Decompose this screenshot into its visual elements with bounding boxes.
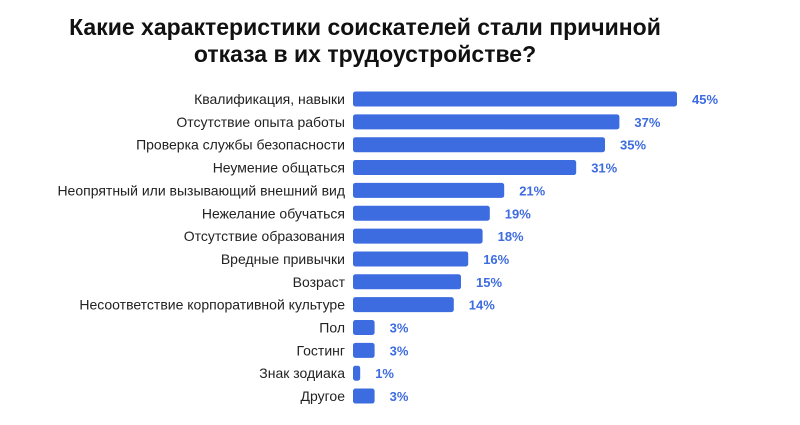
bar-row: Неопрятный или вызывающий внешний вид 21% (57, 182, 545, 198)
category-label: Неопрятный или вызывающий внешний вид (57, 182, 345, 198)
data-label: 3% (390, 343, 409, 358)
bar (353, 342, 375, 358)
category-label: Возраст (293, 274, 346, 290)
bar (353, 274, 461, 290)
bar-row: Несоответствие корпоративной культуре 14% (79, 297, 495, 313)
category-label: Другое (301, 388, 346, 404)
bar (353, 114, 620, 130)
category-label: Несоответствие корпоративной культуре (79, 297, 345, 313)
data-label: 45% (692, 92, 718, 107)
bar-row: Возраст 15% (293, 274, 503, 290)
category-label: Вредные привычки (221, 251, 345, 267)
bar-row: Проверка службы безопасности 35% (136, 137, 646, 153)
bar (353, 365, 361, 381)
bar (353, 228, 483, 244)
bar (353, 91, 677, 107)
bar-row: Другое 3% (301, 388, 409, 404)
category-label: Неумение общаться (213, 160, 345, 176)
data-label: 37% (634, 115, 660, 130)
bar-row: Отсутствие опыта работы 37% (176, 114, 661, 130)
data-label: 21% (519, 183, 545, 198)
bar (353, 160, 577, 176)
bar (353, 251, 469, 267)
bar (353, 137, 605, 153)
category-label: Знак зодиака (259, 365, 345, 381)
data-label: 19% (505, 206, 531, 221)
category-label: Отсутствие образования (184, 228, 345, 244)
chart-title: Какие характеристики соискателей стали п… (0, 14, 730, 68)
category-label: Гостинг (296, 342, 345, 358)
bar-row: Отсутствие образования 18% (184, 228, 524, 244)
chart-title-line-1: Какие характеристики соискателей стали п… (69, 14, 661, 40)
data-label: 14% (469, 298, 495, 313)
data-label: 31% (591, 161, 617, 176)
bar-row: Знак зодиака 1% (259, 365, 394, 381)
category-label: Проверка службы безопасности (136, 137, 345, 153)
data-label: 18% (498, 229, 524, 244)
data-label: 1% (375, 366, 394, 381)
bar (353, 320, 375, 335)
bar (353, 205, 490, 221)
bar (353, 182, 505, 198)
category-label: Отсутствие опыта работы (176, 114, 345, 130)
bar (353, 388, 375, 404)
data-label: 3% (390, 389, 409, 404)
bar-row: Неумение общаться 31% (213, 160, 618, 176)
bar-row: Вредные привычки 16% (221, 251, 510, 267)
data-label: 16% (483, 252, 509, 267)
data-label: 35% (620, 138, 646, 153)
category-label: Пол (319, 320, 345, 336)
bar-row: Квалификация, навыки 45% (194, 91, 718, 107)
data-label: 3% (390, 321, 409, 336)
data-label: 15% (476, 275, 502, 290)
chart-title-line-2: отказа в их трудоустройстве? (193, 41, 537, 67)
bar-row: Гостинг 3% (296, 342, 408, 358)
category-label: Нежелание обучаться (202, 205, 345, 221)
bar-row: Пол 3% (319, 320, 409, 336)
bar (353, 297, 454, 313)
bar-row: Нежелание обучаться 19% (202, 205, 531, 221)
category-label: Квалификация, навыки (194, 91, 345, 107)
